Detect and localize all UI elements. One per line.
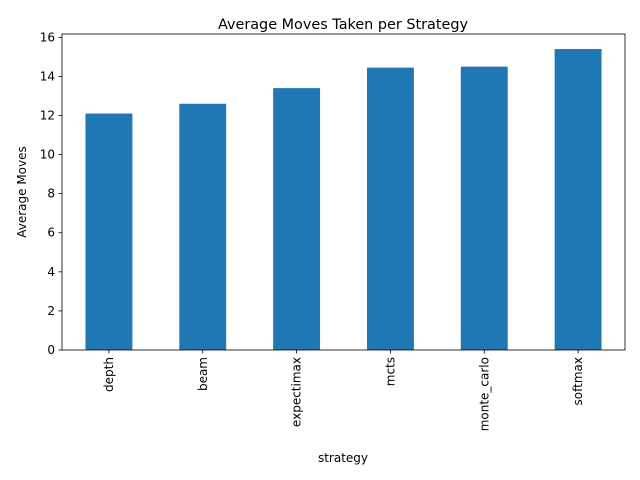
x-axis-ticks: depth beam expectimax mcts monte_carlo softma… bbox=[102, 350, 585, 431]
y-tick-label: 0 bbox=[47, 343, 55, 357]
x-tick-label: depth bbox=[102, 357, 116, 392]
y-tick-label: 12 bbox=[40, 108, 55, 122]
x-axis-label: strategy bbox=[318, 451, 368, 465]
y-tick-label: 6 bbox=[47, 226, 55, 240]
bar-mcts bbox=[366, 67, 414, 351]
y-tick-label: 2 bbox=[47, 304, 55, 318]
bar-depth bbox=[85, 113, 133, 350]
x-tick-label: beam bbox=[196, 357, 210, 391]
x-tick-label: mcts bbox=[383, 357, 397, 386]
y-axis-ticks: 0 2 4 6 8 10 12 14 16 bbox=[40, 30, 62, 357]
x-tick-label: monte_carlo bbox=[477, 357, 491, 431]
bar-expectimax bbox=[273, 88, 321, 350]
y-tick-label: 10 bbox=[40, 148, 55, 162]
x-tick-label: expectimax bbox=[290, 357, 304, 427]
y-tick-label: 8 bbox=[47, 187, 55, 201]
x-tick-label: softmax bbox=[571, 357, 585, 405]
y-tick-label: 4 bbox=[47, 265, 55, 279]
bar-monte_carlo bbox=[460, 66, 508, 350]
bars-group bbox=[85, 49, 602, 351]
y-tick-label: 14 bbox=[40, 69, 55, 83]
plot-frame bbox=[61, 33, 626, 351]
bar-softmax bbox=[554, 49, 602, 351]
y-tick-label: 16 bbox=[40, 30, 55, 44]
chart-title: Average Moves Taken per Strategy bbox=[218, 17, 469, 33]
bar-beam bbox=[179, 103, 227, 350]
y-axis-label: Average Moves bbox=[15, 146, 29, 238]
